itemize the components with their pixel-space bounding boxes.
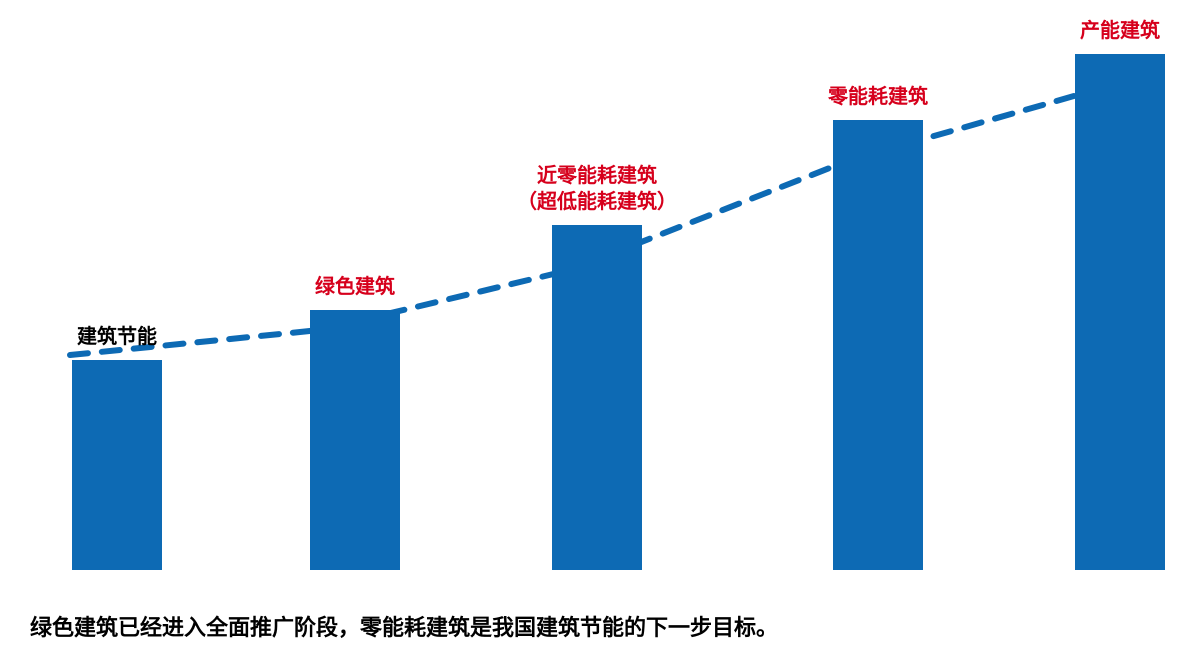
bar-2: [552, 225, 642, 570]
bar-label-1: 绿色建筑: [315, 274, 395, 300]
bar-3: [833, 120, 923, 570]
chart-area: 建筑节能 绿色建筑 近零能耗建筑（超低能耗建筑） 零能耗建筑 产能建筑: [0, 0, 1200, 600]
bar-label-3: 零能耗建筑: [828, 84, 928, 110]
bar-label-4: 产能建筑: [1080, 18, 1160, 44]
bar-0: [72, 360, 162, 570]
bar-1: [310, 310, 400, 570]
bar-4: [1075, 54, 1165, 570]
bar-label-2: 近零能耗建筑（超低能耗建筑）: [517, 163, 677, 215]
bar-label-0: 建筑节能: [77, 324, 157, 350]
caption-text: 绿色建筑已经进入全面推广阶段，零能耗建筑是我国建筑节能的下一步目标。: [30, 610, 778, 642]
